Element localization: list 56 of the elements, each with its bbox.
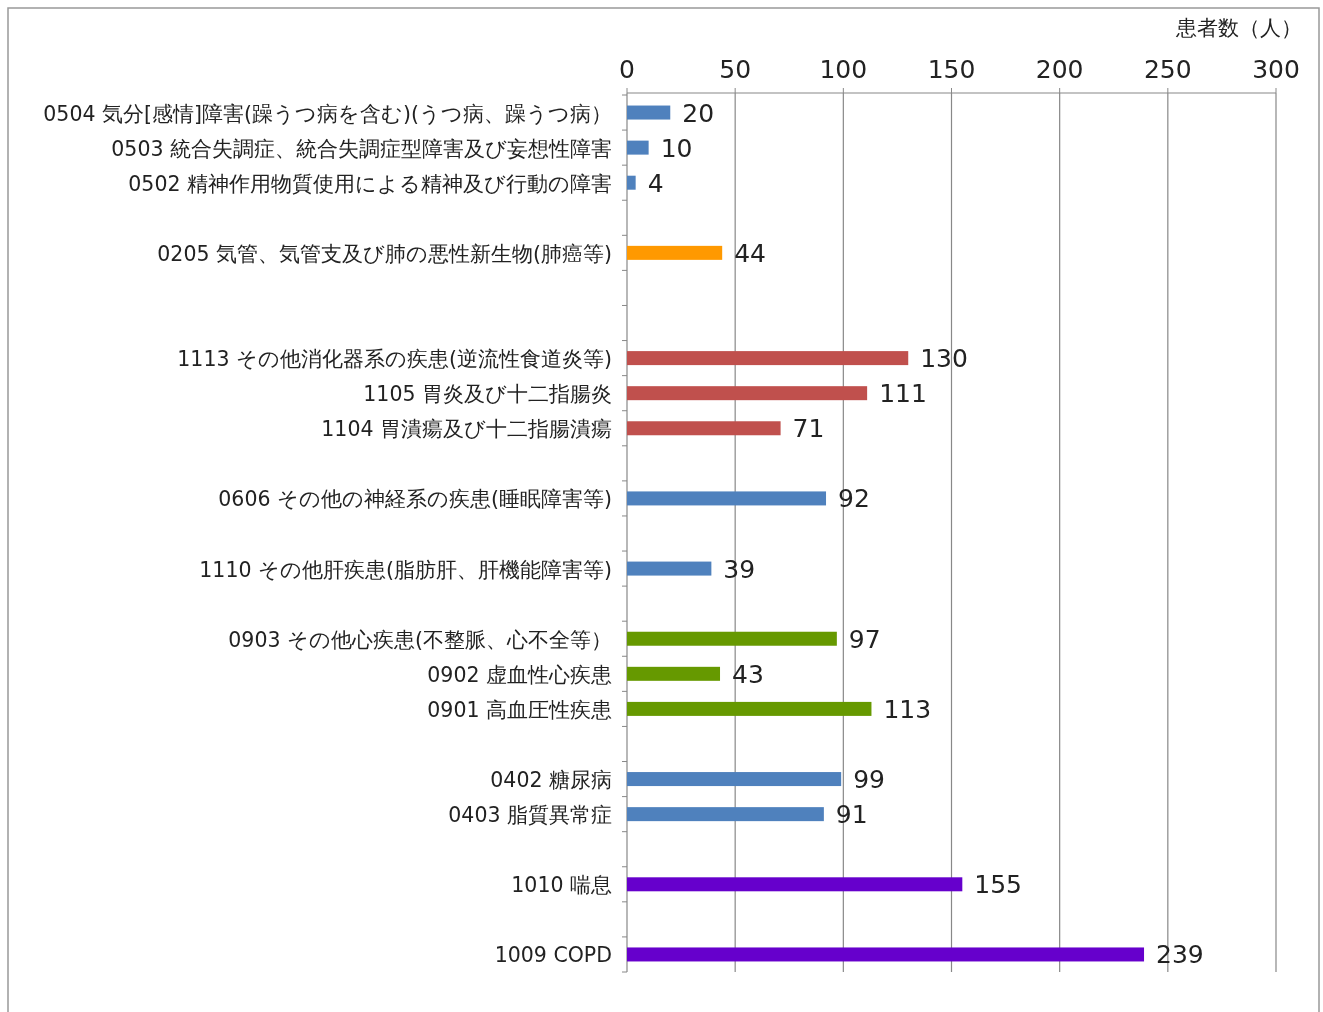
y-tick-label: 0902 虚血性心疾患 xyxy=(427,662,612,687)
bar xyxy=(627,175,636,190)
bar xyxy=(627,351,909,366)
data-label: 113 xyxy=(883,694,932,724)
y-tick-label: 0901 高血圧性疾患 xyxy=(427,697,612,722)
data-label: 4 xyxy=(647,168,664,198)
data-label: 43 xyxy=(732,659,764,689)
x-tick-label: 250 xyxy=(1143,55,1192,84)
y-tick-label: 0205 気管、気管支及び肺の悪性新生物(肺癌等) xyxy=(157,241,612,266)
data-label: 91 xyxy=(835,800,868,830)
x-axis-title: 患者数（人） xyxy=(1175,16,1302,40)
bar xyxy=(627,947,1145,962)
bar xyxy=(627,877,963,892)
data-label: 130 xyxy=(920,344,968,374)
y-tick-label: 0903 その他心疾患(不整脈、心不全等） xyxy=(228,627,612,652)
bar xyxy=(627,807,824,822)
y-tick-label: 0503 統合失調症、統合失調症型障害及び妄想性障害 xyxy=(111,136,612,161)
bar xyxy=(627,105,671,120)
data-label: 99 xyxy=(853,765,885,795)
bar xyxy=(627,245,723,260)
y-tick-label: 1105 胃炎及び十二指腸炎 xyxy=(363,382,612,407)
y-tick-label: 1010 喘息 xyxy=(511,873,612,898)
y-tick-label: 1009 COPD xyxy=(494,943,612,968)
x-tick-label: 150 xyxy=(927,55,976,84)
bar xyxy=(627,561,712,576)
y-tick-label: 0402 糖尿病 xyxy=(490,768,612,793)
data-label: 111 xyxy=(879,379,927,409)
bar xyxy=(627,386,868,401)
x-tick-label: 300 xyxy=(1252,55,1300,84)
data-label: 71 xyxy=(792,414,825,444)
bar xyxy=(627,140,649,155)
bar xyxy=(627,421,781,436)
x-tick-label: 200 xyxy=(1035,55,1084,84)
bar xyxy=(627,491,827,506)
data-label: 97 xyxy=(848,624,881,654)
bar xyxy=(627,772,842,787)
data-label: 44 xyxy=(734,238,766,268)
y-tick-label: 1113 その他消化器系の疾患(逆流性食道炎等) xyxy=(177,347,612,372)
x-tick-label: 100 xyxy=(819,55,868,84)
data-label: 20 xyxy=(682,98,715,128)
data-label: 10 xyxy=(660,133,693,163)
y-tick-label: 0502 精神作用物質使用による精神及び行動の障害 xyxy=(128,171,612,196)
bar xyxy=(627,666,721,681)
x-tick-label: 0 xyxy=(619,55,635,84)
y-tick-label: 0606 その他の神経系の疾患(睡眠障害等) xyxy=(218,487,612,512)
y-tick-label: 0403 脂質異常症 xyxy=(448,803,612,828)
y-tick-label: 1110 その他肝疾患(脂肪肝、肝機能障害等) xyxy=(199,557,612,582)
bar xyxy=(627,631,837,646)
y-tick-label: 1104 胃潰瘍及び十二指腸潰瘍 xyxy=(321,417,612,442)
x-tick-label: 50 xyxy=(719,55,752,84)
bar xyxy=(627,701,872,716)
y-tick-label: 0504 気分[感情]障害(躁うつ病を含む)(うつ病、躁うつ病） xyxy=(43,101,612,126)
data-label: 155 xyxy=(974,870,1023,900)
data-label: 92 xyxy=(838,484,870,514)
data-label: 239 xyxy=(1156,940,1204,970)
data-label: 39 xyxy=(723,554,756,584)
